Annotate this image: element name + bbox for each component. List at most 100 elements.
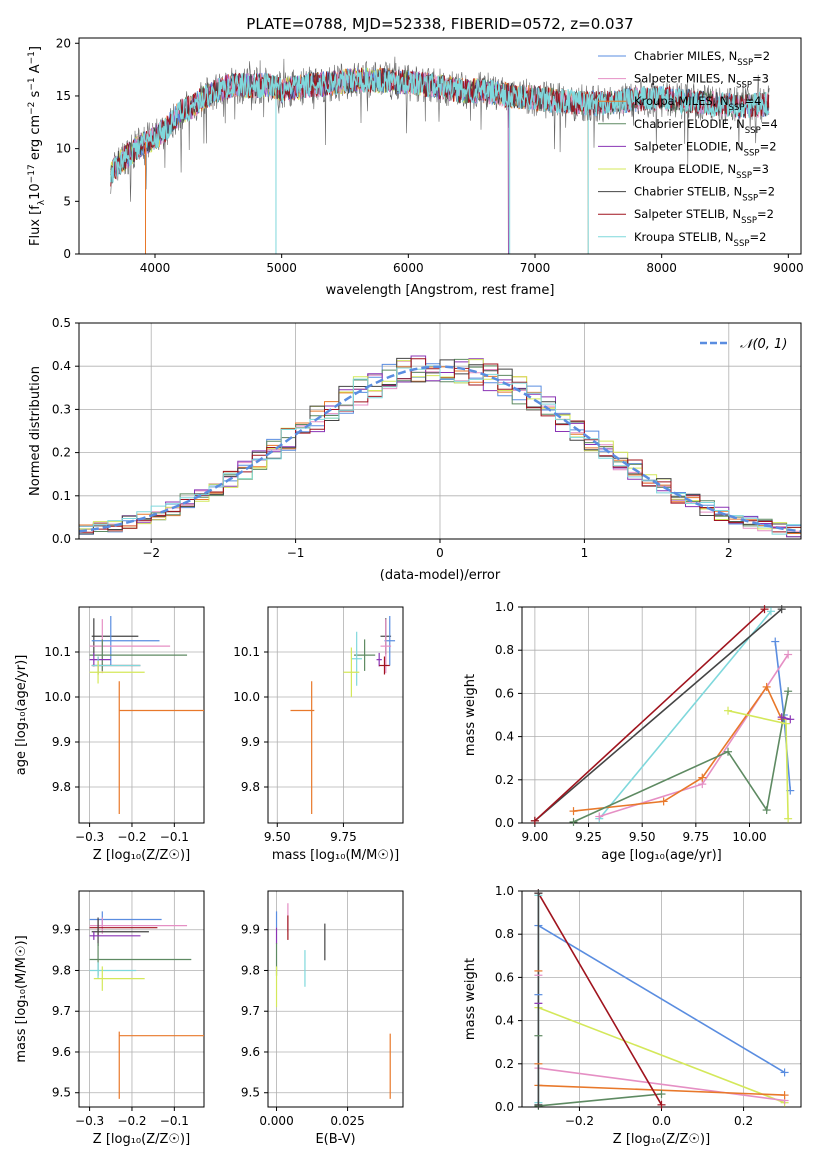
age_vs_mass-x-tick-label: 9.50 — [264, 830, 291, 844]
mass_weight_vs_Z-x-label: Z [log₁₀(Z/Z☉)] — [613, 1132, 710, 1147]
residual-x-tick-label: 2 — [725, 546, 733, 560]
spectrum-x-tick-label: 7000 — [520, 261, 551, 275]
mass_weight_vs_age-y-tick-label: 0.6 — [495, 686, 514, 700]
legend-sub: SSP — [737, 58, 753, 68]
residual-y-tick-label: 0.4 — [52, 359, 71, 373]
age_vs_mass-y-tick-label: 10.1 — [233, 645, 260, 659]
mass_vs_ebv-x-tick-label: 0.025 — [330, 1114, 364, 1128]
spectrum-x-tick-label: 9000 — [773, 261, 804, 275]
spectrum-y-label-part: 10 — [28, 183, 43, 200]
legend-tail: =2 — [753, 49, 770, 63]
mass_weight_vs_age-line-kroupa_miles — [573, 685, 783, 812]
mass_weight_vs_Z-y-label: mass weight — [463, 958, 478, 1040]
mass_vs_Z-y-label: mass [log₁₀(M/M☉)] — [14, 935, 29, 1062]
mass_weight_vs_age-x-label: age [log₁₀(age/yr)] — [601, 848, 722, 863]
residual-x-tick-label: 0 — [436, 546, 444, 560]
spectrum-y-label-part: −1 — [27, 51, 37, 64]
legend-sub: SSP — [745, 126, 761, 136]
spectrum-model-line-salpeter_stelib — [110, 67, 770, 187]
spectrum-y-tick-label: 20 — [56, 36, 71, 50]
age_vs_Z-x-tick-label: −0.2 — [117, 830, 146, 844]
mass_weight_vs_age-x-tick-label: 9.00 — [522, 830, 549, 844]
age_vs_mass-frame — [267, 606, 404, 824]
spectrum-y-label-part: −1 — [27, 77, 37, 90]
mass_vs_ebv-frame — [267, 890, 404, 1108]
age_vs_Z-x-label: Z [log₁₀(Z/Z☉)] — [93, 848, 190, 863]
residual-x-label: (data-model)/error — [380, 568, 501, 583]
spectrum-y-tick-label: 0 — [63, 247, 71, 261]
age_vs_mass-errorbar-kroupa_miles — [290, 681, 315, 814]
mass_weight_vs_Z-x-tick-label: 0.2 — [734, 1114, 753, 1128]
mass_weight_vs_age-x-tick-label: 10.00 — [732, 830, 766, 844]
legend-sub: SSP — [736, 81, 752, 91]
spectrum-plot-area — [110, 56, 770, 254]
legend-tail: =4 — [761, 117, 778, 131]
legend-base: Chabrier MILES, N — [634, 49, 737, 63]
mass_weight_vs_age-y-tick-label: 0.0 — [495, 816, 514, 830]
mass_weight_vs_age-line-salpeter_stelib — [534, 608, 766, 822]
residual-gaussian-curve — [78, 365, 802, 533]
mass_weight_vs_Z-y-tick-label: 0.2 — [495, 1057, 514, 1071]
spectrum-y-label-part: erg cm — [28, 115, 43, 164]
legend-sub: SSP — [729, 103, 745, 113]
spectrum-y-label-part: ] — [28, 46, 43, 51]
legend-sub: SSP — [742, 194, 758, 204]
legend-tail: =3 — [752, 162, 769, 176]
residual-legend: 𝒩(0, 1) — [700, 337, 787, 352]
residual-legend-label: 𝒩(0, 1) — [740, 337, 787, 352]
spectrum-ticks: 4000 5000 6000 7000 8000 9000 0 5 10 15 20 — [56, 36, 804, 275]
spectrum-panel: 4000 5000 6000 7000 8000 9000 0 5 10 15 20 wavelen… — [27, 36, 804, 298]
age_vs_mass-x-label: mass [log₁₀(M/M☉)] — [272, 848, 399, 863]
age_vs_Z-panel: −0.3 −0.2 −0.1 9.8 9.9 10.0 10.1 Z [log₁₀(Z/Z☉)… — [14, 606, 205, 863]
mass_vs_ebv-panel: 0.000 0.025 9.5 9.6 9.7 9.8 9.9 E(B-V) — [241, 890, 404, 1147]
mass_vs_Z-x-label: Z [log₁₀(Z/Z☉)] — [93, 1132, 190, 1147]
residual-y-tick-label: 0.0 — [52, 532, 71, 546]
age_vs_mass-errorbar-salpeter_elodie — [376, 652, 382, 667]
legend-base: Salpeter ELODIE, N — [634, 139, 744, 153]
mass_weight_vs_age-line-kroupa_stelib — [598, 610, 772, 820]
legend-base: Chabrier STELIB, N — [634, 185, 742, 199]
residual-panel: −2 −1 0 1 2 0.0 0.1 0.2 0.3 0.4 0.5 (data-model)/e… — [28, 316, 802, 583]
legend-base: Kroupa MILES, N — [634, 94, 729, 108]
legend-tail: =2 — [757, 207, 774, 221]
residual-y-tick-label: 0.1 — [52, 489, 71, 503]
spectrum-y-tick-label: 15 — [56, 89, 71, 103]
mass_weight_vs_Z-y-tick-label: 0.8 — [495, 927, 514, 941]
mass_weight_vs_Z-x-tick-label: −0.2 — [565, 1114, 594, 1128]
mass_weight_vs_age-y-tick-label: 0.2 — [495, 773, 514, 787]
mass_vs_Z-errorbar-chabrier_stelib — [91, 917, 149, 947]
spectrum-legend-label: Chabrier STELIB, NSSP=2 — [634, 185, 775, 204]
spectrum-legend-label: Salpeter ELODIE, NSSP=2 — [634, 139, 777, 158]
residual-ticks: −2 −1 0 1 2 0.0 0.1 0.2 0.3 0.4 0.5 — [52, 316, 733, 560]
mass_vs_Z-errorbar-salpeter_elodie — [89, 931, 141, 940]
mass_weight_vs_age-y-tick-label: 1.0 — [495, 600, 514, 614]
age_vs_Z-y-tick-label: 9.9 — [52, 735, 71, 749]
mass_vs_Z-x-tick-label: −0.3 — [75, 1114, 104, 1128]
spectrum-y-tick-label: 5 — [63, 194, 71, 208]
mass_weight_vs_Z-y-tick-label: 0.4 — [495, 1014, 514, 1028]
age_vs_Z-x-tick-label: −0.1 — [160, 830, 189, 844]
mass_weight_vs_Z-line-chabrier_elodie — [538, 1093, 662, 1107]
age_vs_Z-x-tick-label: −0.3 — [75, 830, 104, 844]
residual-y-label: Normed distribution — [28, 366, 43, 496]
spectrum-legend-label: Salpeter MILES, NSSP=3 — [634, 72, 769, 91]
legend-base: Salpeter STELIB, N — [634, 207, 741, 221]
mass_vs_ebv-x-label: E(B-V) — [315, 1132, 355, 1147]
age_vs_mass-y-tick-label: 9.9 — [241, 735, 260, 749]
mass_weight_vs_age-panel: 9.00 9.25 9.50 9.75 10.00 0.0 0.2 0.4 0.6 0.8 1.0 a… — [463, 600, 802, 863]
age_vs_mass-y-tick-label: 9.8 — [241, 780, 260, 794]
residual-x-tick-label: 1 — [581, 546, 589, 560]
chart-title: PLATE=0788, MJD=52338, FIBERID=0572, z=0… — [246, 15, 633, 33]
age_vs_Z-errorbar-chabrier_miles — [91, 616, 160, 666]
age_vs_Z-errorbar-chabrier_elodie — [89, 639, 188, 671]
residual-y-tick-label: 0.5 — [52, 316, 71, 330]
spectrum-legend-label: Kroupa STELIB, NSSP=2 — [634, 230, 766, 249]
age_vs_mass-errorbar-salpeter_stelib — [379, 656, 390, 675]
mass_weight_vs_age-y-tick-label: 0.4 — [495, 730, 514, 744]
age_vs_Z-errorbar-kroupa_elodie — [89, 661, 145, 684]
spectrum-y-label-part: A — [28, 64, 43, 77]
age_vs_Z-errorbar-chabrier_stelib — [91, 618, 139, 655]
spectrum-legend-label: Salpeter STELIB, NSSP=2 — [634, 207, 774, 226]
mass_vs_Z-errorbar-kroupa_elodie — [93, 966, 145, 991]
age_vs_Z-frame — [78, 606, 205, 824]
